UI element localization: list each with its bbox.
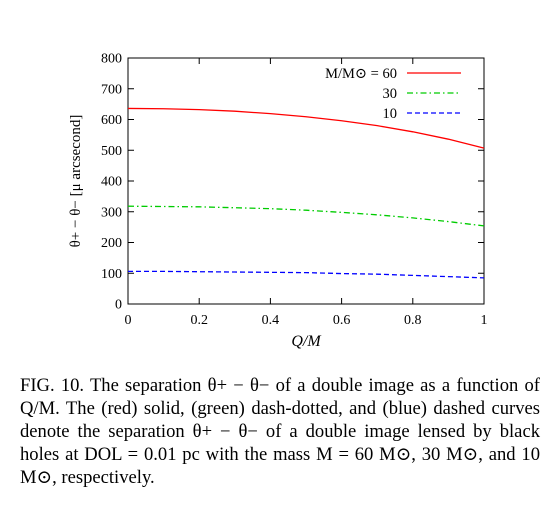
y-tick-label: 600	[101, 113, 122, 128]
x-tick-label: 0.6	[333, 313, 351, 328]
x-tick-label: 1	[481, 313, 488, 328]
y-tick-label: 400	[101, 175, 122, 190]
legend-label-10: 10	[383, 106, 398, 122]
x-tick-label: 0.8	[404, 313, 422, 328]
legend-label-60: M/M⊙ = 60	[325, 66, 397, 82]
y-tick-label: 200	[101, 236, 122, 251]
x-tick-label: 0.4	[262, 313, 280, 328]
series-line-30	[127, 205, 485, 227]
x-tick-label: 0.2	[190, 313, 208, 328]
legend-label-30: 30	[383, 86, 398, 102]
y-tick-label: 300	[101, 205, 122, 220]
y-tick-label: 100	[101, 267, 122, 282]
y-axis-label: θ+ − θ− [μ arcsecond]	[68, 115, 84, 248]
plot-curves	[127, 107, 485, 279]
y-tick-label: 800	[101, 52, 122, 67]
x-tick-label: 0	[125, 313, 132, 328]
y-tick-label: 0	[115, 298, 122, 313]
figure-caption: FIG. 10. The separation θ+ − θ− of a dou…	[20, 374, 540, 489]
legend: M/M⊙ = 60 30 10	[325, 66, 461, 122]
series-line-10	[128, 270, 485, 279]
plot-frame	[127, 57, 485, 305]
plot-axes: 0 100 200 300 400 500 600 700 800 0 0.2 0.4 0.6 0.8 1	[101, 52, 488, 329]
series-line-60	[127, 107, 485, 149]
x-axis-label: Q/M	[291, 333, 322, 350]
caption-label: FIG. 10.	[20, 375, 85, 396]
caption-text: The separation θ+ − θ− of a double image…	[20, 375, 541, 488]
y-tick-label: 500	[101, 144, 122, 159]
axis-labels: Q/M θ+ − θ− [μ arcsecond]	[68, 115, 322, 350]
y-tick-label: 700	[101, 82, 122, 97]
